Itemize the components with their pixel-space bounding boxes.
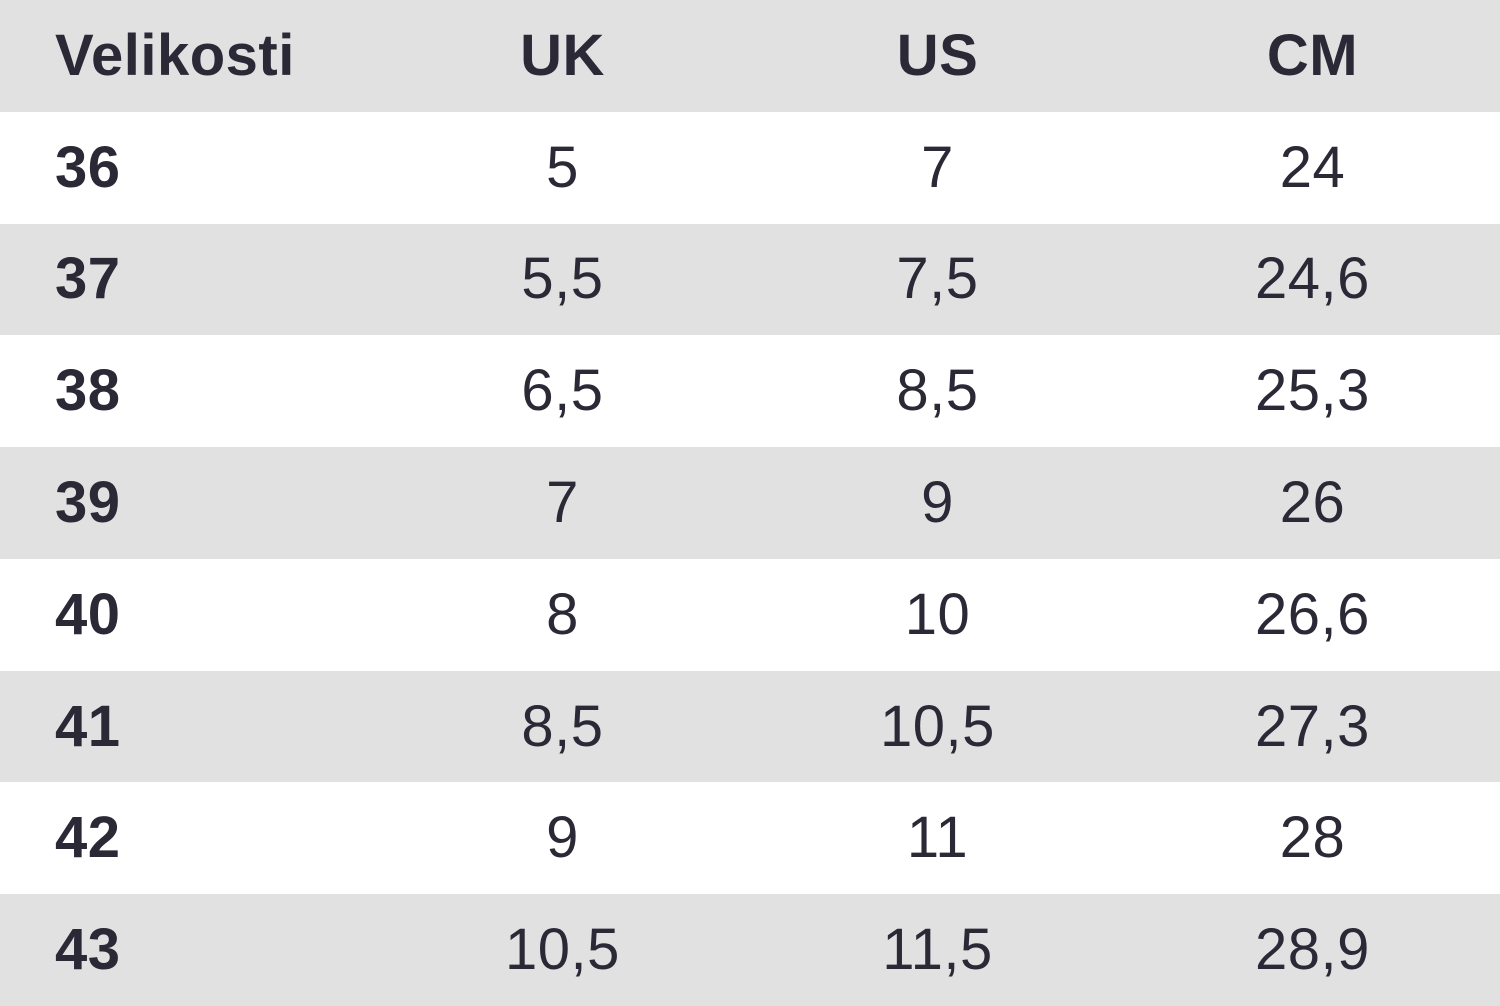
table-row: 39 7 9 26 [0,447,1500,559]
table-row: 37 5,5 7,5 24,6 [0,223,1500,336]
uk-cell: 7 [546,469,579,535]
size-cell: 36 [55,134,121,200]
column-header-uk: UK [520,22,605,88]
uk-cell: 5,5 [521,246,604,312]
us-cell: 7,5 [896,246,979,312]
us-cell: 11 [906,805,969,871]
us-cell: 7 [921,134,954,200]
uk-cell: 10,5 [505,917,620,983]
size-cell: 43 [55,917,121,983]
cm-cell: 26,6 [1255,581,1370,647]
cm-cell: 27,3 [1255,693,1370,759]
table-row: 38 6,5 8,5 25,3 [0,335,1500,448]
cm-cell: 28 [1279,805,1346,871]
cm-cell: 26 [1279,469,1346,535]
size-cell: 39 [55,469,121,535]
size-cell: 37 [55,246,121,312]
size-cell: 38 [55,358,121,424]
cm-cell: 24,6 [1255,246,1370,312]
column-header-cm: CM [1266,22,1359,88]
uk-cell: 8,5 [521,693,604,759]
size-cell: 40 [55,581,121,647]
us-cell: 10,5 [880,693,995,759]
uk-cell: 6,5 [521,358,604,424]
column-header-us: US [896,22,979,88]
table-row: 42 9 11 28 [0,782,1500,895]
table-row: 40 8 10 26,6 [0,558,1500,671]
uk-cell: 5 [546,134,579,200]
column-header-velikosti: Velikosti [55,22,295,88]
cm-cell: 25,3 [1255,358,1370,424]
size-cell: 41 [55,693,121,759]
us-cell: 11,5 [882,917,993,983]
table-header-row: Velikosti UK US CM [0,0,1500,112]
us-cell: 10 [904,581,971,647]
table-row: 41 8,5 10,5 27,3 [0,670,1500,783]
us-cell: 9 [921,469,954,535]
cm-cell: 28,9 [1255,917,1370,983]
uk-cell: 8 [546,581,579,647]
us-cell: 8,5 [896,358,979,424]
size-cell: 42 [55,805,121,871]
table-row: 36 5 7 24 [0,111,1500,224]
cm-cell: 24 [1279,134,1346,200]
uk-cell: 9 [546,805,579,871]
table-row: 43 10,5 11,5 28,9 [0,894,1500,1006]
